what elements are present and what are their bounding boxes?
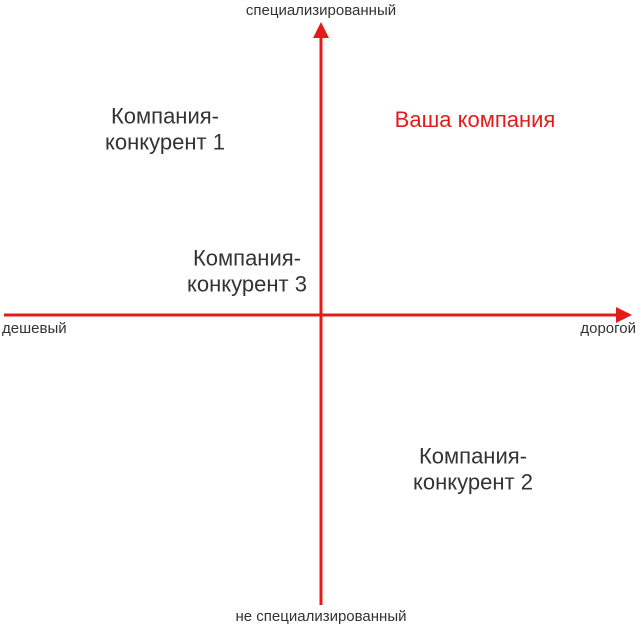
node-your-company: Ваша компания [395,107,556,133]
axes-svg [0,0,642,627]
axis-label-top: специализированный [246,2,396,19]
node-competitor-3: Компания- конкурент 3 [187,246,307,299]
axis-label-right: дорогой [580,320,636,337]
axis-label-bottom: не специализированный [235,608,406,625]
node-competitor-2: Компания- конкурент 2 [413,444,533,497]
axis-label-left: дешевый [2,320,67,337]
node-competitor-1: Компания- конкурент 1 [105,104,225,157]
positioning-map: специализированный не специализированный… [0,0,642,627]
